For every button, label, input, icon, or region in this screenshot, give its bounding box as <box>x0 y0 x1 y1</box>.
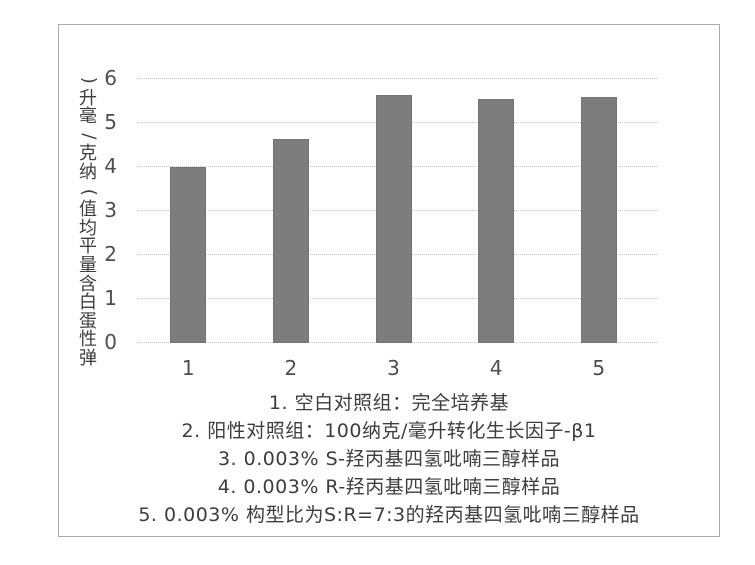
figure: ) 升毫 / 克纳(值均平量含白蛋性弹 1. 空白对照组：完全培养基 2. 阳性对照组… <box>58 24 720 537</box>
caption-line-2: 2. 阳性对照组：100纳克/毫升转化生长因子-β1 <box>181 420 597 442</box>
bar-5 <box>580 96 617 344</box>
gridline-6 <box>137 78 657 79</box>
y-axis-title-char: 弹 <box>79 347 97 369</box>
y-axis-title-char: 值 <box>79 199 97 221</box>
x-tick-label-3: 3 <box>387 356 400 380</box>
y-axis-title: ) 升毫 / 克纳(值均平量含白蛋性弹 <box>69 71 107 369</box>
plot-area <box>137 78 657 344</box>
caption-line-3: 3. 0.003% S-羟丙基四氢吡喃三醇样品 <box>217 448 561 470</box>
y-axis-title-char: 均 <box>79 217 97 239</box>
y-axis-title-char: 毫 <box>79 106 97 128</box>
bar-3 <box>375 94 412 344</box>
y-axis-title-char: 纳 <box>79 161 97 183</box>
gridline-0 <box>137 342 657 343</box>
y-axis-title-char: 含 <box>79 273 97 295</box>
bar-1 <box>170 167 207 343</box>
caption-line-1: 1. 空白对照组：完全培养基 <box>268 392 510 414</box>
x-tick-label-4: 4 <box>489 356 503 380</box>
x-tick-label-1: 1 <box>181 356 195 380</box>
bar-4 <box>478 99 515 343</box>
y-tick-label-0: 0 <box>104 330 117 354</box>
caption-line-5: 5. 0.003% 构型比为S:R=7:3的羟丙基四氢吡喃三醇样品 <box>138 504 640 526</box>
y-tick-label-1: 1 <box>104 286 117 310</box>
y-tick-label-6: 6 <box>104 66 117 90</box>
y-axis-title-char: 克 <box>79 143 97 165</box>
y-tick-label-4: 4 <box>104 154 117 178</box>
y-tick-label-2: 2 <box>104 242 117 266</box>
y-axis-title-char: 升 <box>79 87 97 109</box>
y-tick-label-5: 5 <box>104 110 117 134</box>
y-axis-title-char: 量 <box>79 254 97 276</box>
y-tick-label-3: 3 <box>104 198 117 222</box>
x-tick-label-2: 2 <box>284 356 298 380</box>
y-axis-title-char: 平 <box>79 236 97 258</box>
caption: 1. 空白对照组：完全培养基 2. 阳性对照组：100纳克/毫升转化生长因子-β… <box>59 389 719 529</box>
bar-2 <box>272 138 309 344</box>
x-tick-label-5: 5 <box>592 356 606 380</box>
y-axis-title-char: 白 <box>79 292 97 314</box>
y-axis-title-char: 性 <box>79 329 97 351</box>
caption-line-4: 4. 0.003% R-羟丙基四氢吡喃三醇样品 <box>217 476 561 498</box>
y-axis-title-char: 蛋 <box>79 310 97 332</box>
